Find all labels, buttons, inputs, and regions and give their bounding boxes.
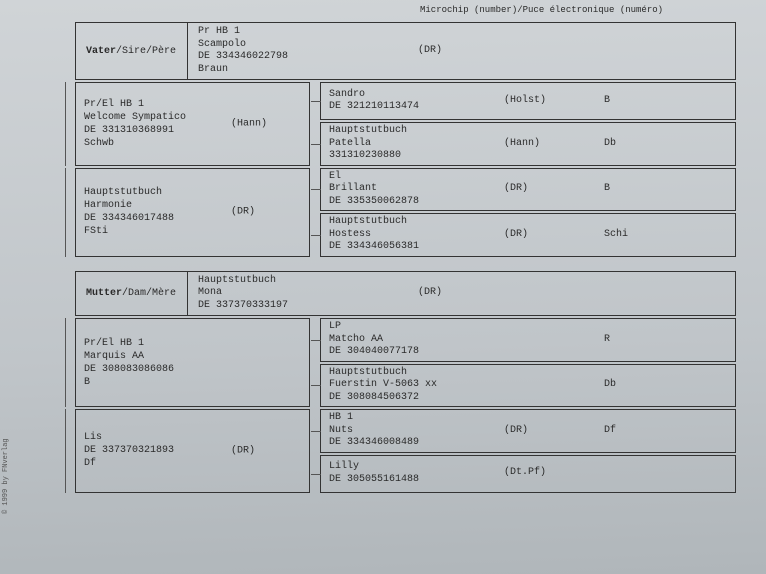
anc-reg: (DR) [504, 229, 604, 242]
dam-name: Mona [198, 287, 725, 300]
gp-color: Schwb [84, 137, 301, 150]
sire-box: Vater/Sire/Père Pr HB 1 Scampolo DE 3343… [75, 22, 736, 80]
sire-color: Braun [198, 64, 725, 77]
anc-book: Hauptstutbuch [329, 216, 504, 229]
ancestor-box: El Brillant DE 335350062878 (DR) B [320, 168, 736, 212]
anc-name: Fuerstin V-5063 xx [329, 379, 504, 392]
copyright-note: © 1999 by FNverlag [2, 438, 10, 514]
ancestor-box: Sandro DE 321210113474 (Holst) B [320, 82, 736, 120]
sire-gp-row-1: Pr/El HB 1 Welcome Sympatico DE 33131036… [75, 82, 736, 166]
sire-name: Scampolo [198, 39, 725, 52]
sire-section: Vater/Sire/Père Pr HB 1 Scampolo DE 3343… [75, 22, 736, 257]
dam-section: Mutter/Dam/Mère Hauptstutbuch Mona DE 33… [75, 271, 736, 493]
gp-book: Pr/El HB 1 [84, 337, 301, 350]
dam-info: Hauptstutbuch Mona DE 337370333197 (DR) [188, 272, 735, 316]
ancestor-box: Hauptstutbuch Patella 331310230880 (Hann… [320, 122, 736, 166]
dam-gp-row-2: Lis DE 337370321893 Df (DR) HB 1 Nuts DE… [75, 409, 736, 493]
anc-reg: (DR) [504, 425, 604, 438]
anc-code: B [604, 183, 644, 196]
gp-color: FSti [84, 225, 301, 238]
gp-name: Marquis AA [84, 350, 301, 363]
gp-reg: (DR) [231, 206, 255, 219]
dam-reg: (DR) [418, 287, 442, 300]
anc-book: HB 1 [329, 412, 504, 425]
anc-name: Hostess [329, 229, 504, 242]
ancestor-box: LP Matcho AA DE 304040077178 R [320, 318, 736, 362]
anc-code: B [604, 95, 644, 108]
gp-color: B [84, 376, 301, 389]
sire-gp-2: Hauptstutbuch Harmonie DE 334346017488 F… [75, 168, 310, 257]
anc-code: R [604, 334, 644, 347]
anc-name: Lilly [329, 461, 504, 474]
anc-name: Nuts [329, 425, 504, 438]
anc-id: 331310230880 [329, 150, 504, 163]
anc-name: Sandro [329, 89, 504, 102]
dam-id: DE 337370333197 [198, 300, 725, 313]
ancestor-box: HB 1 Nuts DE 334346008489 (DR) Df [320, 409, 736, 453]
anc-id: DE 334346056381 [329, 241, 504, 254]
anc-code: Schi [604, 229, 644, 242]
ancestor-box: Hauptstutbuch Fuerstin V-5063 xx DE 3080… [320, 364, 736, 408]
anc-code: Df [604, 425, 644, 438]
ancestor-box: Lilly DE 305055161488 (Dt.Pf) [320, 455, 736, 493]
gp-color: Df [84, 457, 301, 470]
dam-gp-row-1: Pr/El HB 1 Marquis AA DE 308083086086 B … [75, 318, 736, 407]
anc-name: Brillant [329, 183, 504, 196]
gp-book: Pr/El HB 1 [84, 98, 301, 111]
gp-reg: (DR) [231, 444, 255, 457]
sire-label: Vater/Sire/Père [76, 23, 188, 79]
gp-name: Harmonie [84, 199, 301, 212]
anc-id: DE 335350062878 [329, 196, 504, 209]
anc-id: DE 304040077178 [329, 346, 504, 359]
gp-id: DE 334346017488 [84, 212, 301, 225]
sire-reg: (DR) [418, 45, 442, 58]
anc-reg: (DR) [504, 183, 604, 196]
anc-name: Matcho AA [329, 334, 504, 347]
anc-id: DE 321210113474 [329, 101, 504, 114]
anc-book: El [329, 171, 504, 184]
sire-id: DE 334346022798 [198, 51, 725, 64]
anc-code: Db [604, 138, 644, 151]
anc-id: DE 305055161488 [329, 474, 504, 487]
gp-name: Lis [84, 431, 301, 444]
gp-id: DE 331310368991 [84, 124, 301, 137]
dam-gp-2: Lis DE 337370321893 Df (DR) [75, 409, 310, 493]
gp-reg: (Hann) [231, 117, 267, 130]
sire-book: Pr HB 1 [198, 26, 725, 39]
anc-name: Patella [329, 138, 504, 151]
anc-code: Db [604, 379, 644, 392]
dam-label: Mutter/Dam/Mère [76, 272, 188, 316]
ancestor-box: Hauptstutbuch Hostess DE 334346056381 (D… [320, 213, 736, 257]
dam-gp-1: Pr/El HB 1 Marquis AA DE 308083086086 B [75, 318, 310, 407]
gp-book: Hauptstutbuch [84, 186, 301, 199]
dam-box: Mutter/Dam/Mère Hauptstutbuch Mona DE 33… [75, 271, 736, 317]
sire-info: Pr HB 1 Scampolo DE 334346022798 Braun (… [188, 23, 735, 79]
anc-id: DE 308084506372 [329, 392, 504, 405]
gp-name: Welcome Sympatico [84, 111, 301, 124]
microchip-label: Microchip (number)/Puce électronique (nu… [420, 5, 663, 15]
sire-gp-row-2: Hauptstutbuch Harmonie DE 334346017488 F… [75, 168, 736, 257]
sire-gp-1: Pr/El HB 1 Welcome Sympatico DE 33131036… [75, 82, 310, 166]
dam-book: Hauptstutbuch [198, 275, 725, 288]
anc-book: LP [329, 321, 504, 334]
anc-reg: (Dt.Pf) [504, 467, 604, 480]
gp-id: DE 308083086086 [84, 363, 301, 376]
gp-id: DE 337370321893 [84, 444, 301, 457]
anc-reg: (Hann) [504, 138, 604, 151]
anc-id: DE 334346008489 [329, 437, 504, 450]
anc-reg: (Holst) [504, 95, 604, 108]
anc-book: Hauptstutbuch [329, 367, 504, 380]
anc-book: Hauptstutbuch [329, 125, 504, 138]
